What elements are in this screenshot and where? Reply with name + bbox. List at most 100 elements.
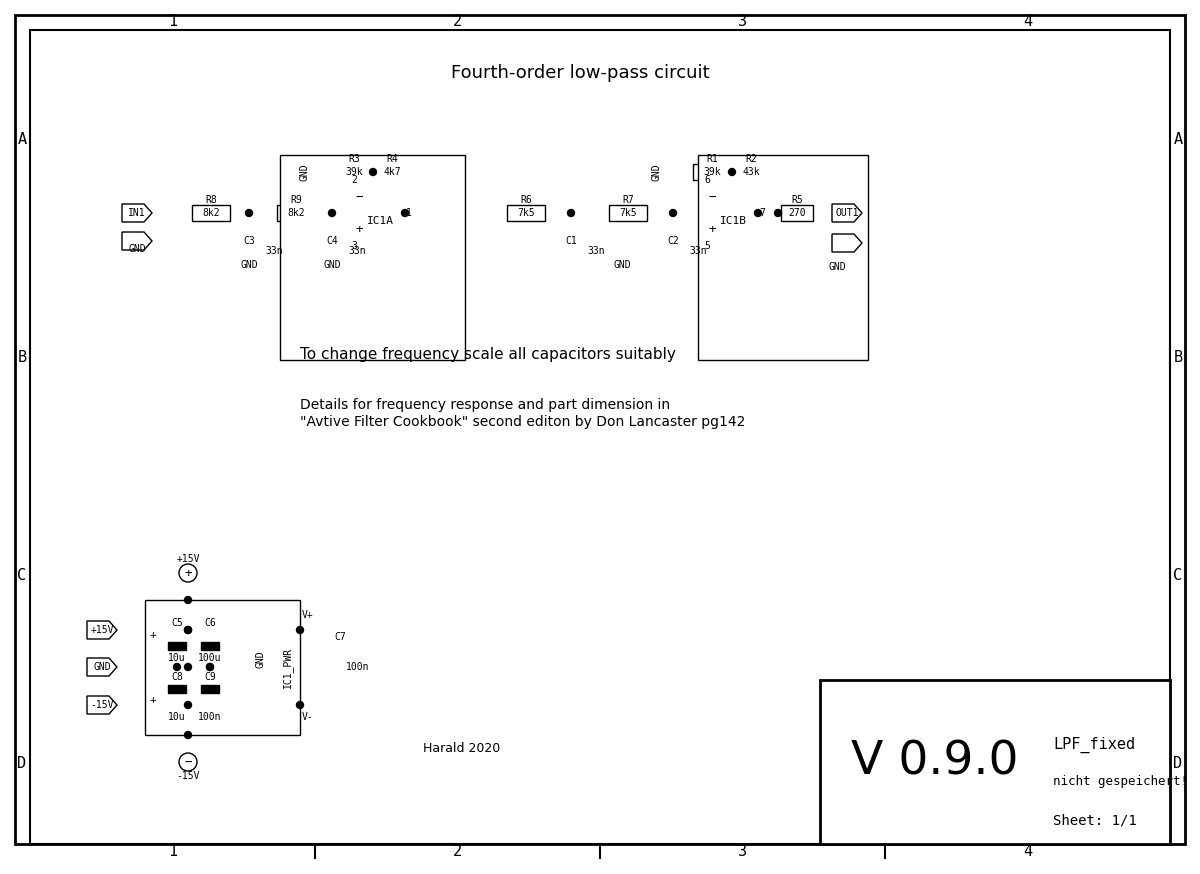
Polygon shape (832, 234, 862, 252)
Text: R3: R3 (348, 154, 360, 164)
Text: R1: R1 (706, 154, 718, 164)
Text: 33n: 33n (265, 246, 283, 256)
Text: GND: GND (128, 244, 146, 254)
Bar (192, 205, 230, 221)
Text: D: D (1174, 757, 1182, 772)
Text: GND: GND (240, 260, 258, 270)
Text: V+: V+ (302, 610, 314, 620)
Text: GND: GND (613, 260, 631, 270)
Text: 7k5: 7k5 (517, 208, 535, 218)
Text: 3: 3 (738, 844, 748, 859)
Text: Sheet: 1/1: Sheet: 1/1 (1054, 813, 1136, 827)
Text: C8: C8 (172, 672, 182, 682)
Text: GND: GND (652, 163, 662, 181)
Bar (145, 600, 300, 735)
Text: 33n: 33n (689, 246, 707, 256)
Text: +: + (185, 566, 192, 579)
Circle shape (296, 627, 304, 634)
Text: 39k: 39k (703, 167, 721, 177)
Text: +15V: +15V (90, 625, 114, 635)
Text: 270: 270 (788, 208, 806, 218)
Text: 1: 1 (168, 15, 178, 30)
Text: R8: R8 (205, 195, 217, 205)
Polygon shape (88, 696, 118, 714)
Text: R7: R7 (622, 195, 634, 205)
Text: Details for frequency response and part dimension in: Details for frequency response and part … (300, 398, 670, 412)
Circle shape (185, 702, 192, 709)
Bar (732, 164, 770, 180)
Bar (694, 164, 731, 180)
Text: R5: R5 (791, 195, 803, 205)
Text: Fourth-order low-pass circuit: Fourth-order low-pass circuit (451, 64, 709, 82)
Text: R2: R2 (745, 154, 757, 164)
Circle shape (185, 627, 192, 634)
Polygon shape (88, 621, 118, 639)
Text: R4: R4 (386, 154, 398, 164)
Text: 10u: 10u (168, 712, 186, 722)
Text: OUT1: OUT1 (835, 208, 859, 218)
Circle shape (370, 169, 377, 176)
Text: 4: 4 (1022, 15, 1032, 30)
Text: C9: C9 (204, 672, 216, 682)
Bar (373, 164, 410, 180)
Text: B: B (1174, 350, 1182, 364)
Text: LPF_fixed: LPF_fixed (1054, 737, 1135, 753)
Text: 3: 3 (738, 15, 748, 30)
Bar (168, 642, 186, 650)
Text: +: + (150, 695, 156, 705)
Bar (610, 205, 647, 221)
Circle shape (185, 596, 192, 604)
Circle shape (402, 210, 408, 217)
Text: nicht gespeichert!: nicht gespeichert! (1054, 774, 1188, 787)
Text: R9: R9 (290, 195, 302, 205)
Text: 43k: 43k (742, 167, 760, 177)
Text: C: C (1174, 567, 1182, 582)
Text: C3: C3 (244, 235, 254, 246)
Circle shape (185, 732, 192, 739)
Text: 7k5: 7k5 (619, 208, 637, 218)
Circle shape (329, 210, 336, 217)
Text: -15V: -15V (90, 700, 114, 710)
Text: -15V: -15V (176, 771, 199, 781)
Circle shape (670, 210, 677, 217)
Text: 2: 2 (452, 15, 462, 30)
Text: IN1: IN1 (128, 208, 146, 218)
Text: 7: 7 (760, 208, 764, 218)
Text: +: + (150, 630, 156, 640)
Bar (202, 642, 220, 650)
Bar (781, 205, 814, 221)
Bar (820, 680, 1170, 844)
Text: 1: 1 (168, 844, 178, 859)
Text: R6: R6 (520, 195, 532, 205)
Text: IC1B: IC1B (720, 216, 746, 226)
Text: A: A (1174, 131, 1182, 147)
Text: C7: C7 (334, 632, 346, 642)
Text: D: D (18, 757, 26, 772)
Text: 100n: 100n (198, 712, 222, 722)
Circle shape (774, 210, 781, 217)
Circle shape (206, 663, 214, 670)
Text: 100n: 100n (347, 662, 370, 672)
Text: 3: 3 (352, 241, 356, 251)
Circle shape (728, 169, 736, 176)
Text: −: − (355, 191, 362, 204)
Text: B: B (18, 350, 26, 364)
Bar (280, 155, 466, 360)
Text: 33n: 33n (348, 246, 366, 256)
Text: 33n: 33n (587, 246, 605, 256)
Circle shape (179, 753, 197, 771)
Text: GND: GND (299, 163, 310, 181)
Text: 4k7: 4k7 (383, 167, 401, 177)
Text: V-: V- (302, 712, 314, 722)
Text: +: + (708, 223, 715, 235)
Text: 8k2: 8k2 (202, 208, 220, 218)
Circle shape (568, 210, 575, 217)
Text: C4: C4 (326, 235, 338, 246)
Bar (335, 164, 373, 180)
Circle shape (246, 210, 252, 217)
Text: GND: GND (256, 650, 265, 668)
Polygon shape (832, 204, 862, 222)
Text: 2: 2 (352, 175, 356, 185)
Polygon shape (88, 658, 118, 676)
Text: C6: C6 (204, 618, 216, 628)
